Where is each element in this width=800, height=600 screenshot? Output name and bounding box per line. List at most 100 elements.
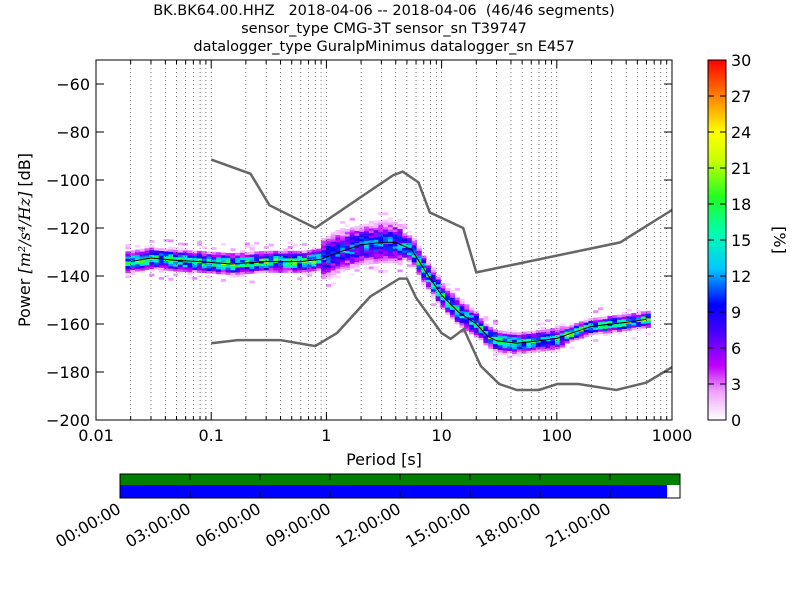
psd-cell xyxy=(502,335,508,339)
psd-cell xyxy=(349,258,355,262)
psd-cell xyxy=(497,347,503,351)
psd-cell xyxy=(397,250,403,254)
psd-cell xyxy=(230,255,236,259)
psd-cell xyxy=(359,236,365,240)
psd-cell xyxy=(192,250,198,254)
colorbar-ticks: 0 3 6 9 12 15 18 21 24 27 30 xyxy=(708,51,751,430)
psd-cell xyxy=(583,324,589,328)
psd-cell xyxy=(154,266,160,270)
psd-cell xyxy=(311,246,317,250)
psd-cell xyxy=(354,264,360,267)
psd-cell xyxy=(583,329,589,333)
psd-cell xyxy=(492,346,499,349)
psd-cell xyxy=(249,249,255,253)
psd-cell xyxy=(268,265,274,268)
psd-cell xyxy=(321,247,327,251)
psd-cell xyxy=(311,249,317,253)
psd-cell xyxy=(621,318,627,322)
psd-cell xyxy=(239,254,246,258)
psd-cell xyxy=(492,350,499,354)
psd-cell xyxy=(349,244,355,247)
psd-cell xyxy=(373,246,379,250)
psd-cell xyxy=(344,255,351,259)
psd-cell xyxy=(392,226,398,230)
psd-cell xyxy=(173,251,179,255)
psd-cell xyxy=(574,325,580,329)
psd-cell xyxy=(445,307,451,310)
psd-cell xyxy=(359,226,365,230)
psd-cell xyxy=(440,290,446,294)
psd-cell xyxy=(249,246,255,250)
psd-cell xyxy=(302,250,308,254)
psd-cell xyxy=(177,252,184,255)
psd-cell xyxy=(235,271,241,275)
psd-cell xyxy=(597,328,604,332)
psd-cell xyxy=(531,342,537,346)
psd-cell xyxy=(497,352,503,355)
psd-cell xyxy=(321,276,327,280)
psd-cell xyxy=(254,256,260,260)
psd-cell xyxy=(340,252,346,255)
psd-cell xyxy=(373,220,379,224)
psd-cell xyxy=(378,238,384,242)
psd-cell xyxy=(445,304,451,308)
psd-cell xyxy=(435,291,441,294)
psd-cell xyxy=(325,284,332,287)
psd-cell xyxy=(244,268,250,272)
psd-cell xyxy=(139,270,145,274)
psd-cell xyxy=(340,244,346,248)
psd-cell xyxy=(344,267,351,271)
psd-cell xyxy=(177,271,184,275)
psd-cell xyxy=(421,269,427,273)
psd-cell xyxy=(182,264,188,268)
psd-cell xyxy=(249,280,255,284)
psd-cell xyxy=(416,264,422,268)
psd-cell xyxy=(492,343,499,347)
psd-cell xyxy=(440,285,446,289)
psd-cell xyxy=(521,336,527,340)
psd-cell xyxy=(177,247,184,251)
psd-cell xyxy=(454,307,460,310)
psd-cell xyxy=(564,328,570,332)
psd-cell xyxy=(220,269,227,273)
psd-cell xyxy=(158,248,164,251)
psd-cell xyxy=(430,288,437,292)
psd-cell xyxy=(125,268,131,271)
psd-cell xyxy=(430,291,437,295)
psd-cell xyxy=(297,270,303,273)
psd-cell xyxy=(387,238,394,242)
psd-cell xyxy=(168,246,174,250)
psd-cell xyxy=(220,254,227,258)
psd-cell xyxy=(564,338,570,342)
psd-cell xyxy=(182,254,188,258)
psd-cell xyxy=(325,236,332,239)
psd-cell xyxy=(531,337,537,341)
psd-cell xyxy=(201,253,207,257)
psd-cell xyxy=(378,250,384,254)
psd-cell xyxy=(311,251,317,255)
psd-cell xyxy=(593,331,599,335)
psd-cell xyxy=(335,249,341,252)
psd-cell xyxy=(507,348,513,352)
psd-cell xyxy=(158,267,164,271)
psd-cell xyxy=(435,305,441,309)
psd-cell xyxy=(626,313,632,317)
psd-cell xyxy=(521,348,527,352)
psd-cell xyxy=(512,353,518,357)
psd-cell xyxy=(426,272,432,276)
psd-cell xyxy=(144,267,150,270)
psd-cell xyxy=(354,252,360,255)
psd-cell xyxy=(297,250,303,254)
psd-cell xyxy=(387,234,394,237)
psd-cell xyxy=(626,323,632,326)
psd-cell xyxy=(330,282,336,285)
psd-cell xyxy=(220,266,227,270)
psd-cell xyxy=(235,257,241,261)
psd-cell xyxy=(488,346,494,349)
psd-cell xyxy=(163,255,169,259)
psd-cell xyxy=(344,262,351,266)
psd-cell xyxy=(354,237,360,241)
psd-cell xyxy=(368,247,375,250)
psd-cell xyxy=(559,328,565,331)
psd-cell xyxy=(554,327,561,331)
